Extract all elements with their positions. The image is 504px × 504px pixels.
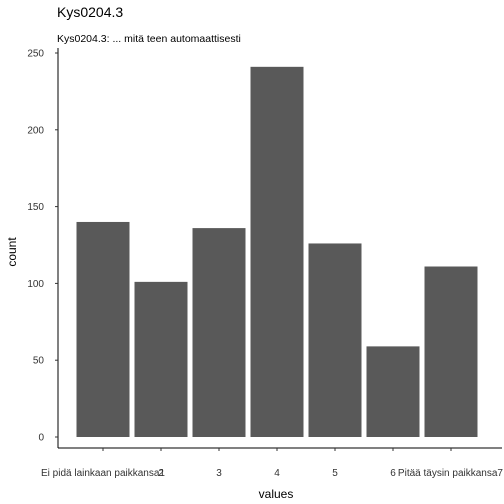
x-tick-label: 4: [274, 468, 280, 479]
y-axis: 0 50 100 150 200 250: [27, 48, 59, 448]
y-tick-label: 200: [27, 125, 44, 136]
bars: [76, 66, 478, 437]
bar: [76, 221, 130, 437]
chart-subtitle: Kys0204.3: ... mitä teen automaattisesti: [57, 33, 241, 45]
y-tick-label: 50: [33, 356, 45, 367]
bar: [192, 228, 246, 437]
x-tick-label: Pitää täysin paikkansa7: [398, 468, 504, 479]
bar: [308, 243, 362, 437]
bar: [424, 266, 478, 437]
y-tick-label: 0: [38, 433, 44, 444]
bar: [366, 346, 420, 437]
x-tick-label: 3: [216, 468, 222, 479]
x-tick-label: 6: [390, 468, 396, 479]
x-tick-label: 5: [332, 468, 338, 479]
y-tick-label: 100: [27, 279, 44, 290]
chart-title: Kys0204.3: [57, 4, 123, 20]
y-tick-label: 250: [27, 49, 44, 60]
x-axis-title: values: [259, 487, 294, 501]
bar: [134, 281, 188, 437]
y-tick-label: 150: [27, 202, 44, 213]
x-tick-label: Ei pidä lainkaan paikkansa1: [41, 468, 165, 479]
y-axis-title: count: [5, 237, 19, 267]
x-tick-label: 2: [158, 468, 164, 479]
bar: [250, 66, 304, 437]
